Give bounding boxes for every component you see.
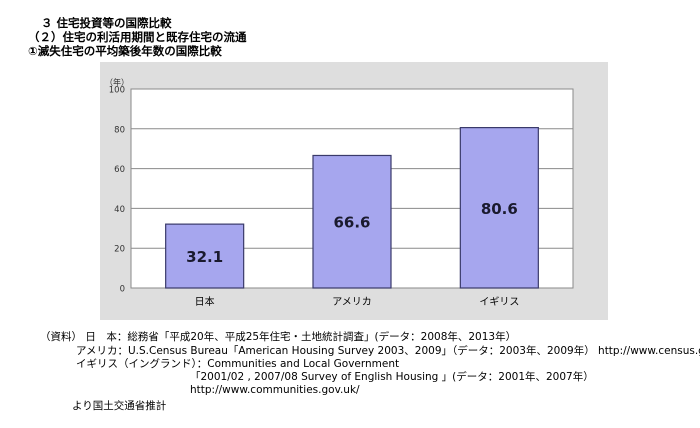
chart-title: ①滅失住宅の平均築後年数の国際比較 bbox=[28, 44, 222, 58]
x-tick-label: 日本 bbox=[195, 295, 215, 308]
y-tick-label: 100 bbox=[109, 86, 125, 96]
source-note-uk-survey: 「2001/02 , 2007/08 Survey of English Hou… bbox=[190, 371, 594, 383]
x-tick-label: アメリカ bbox=[332, 296, 372, 308]
data-label: 66.6 bbox=[333, 214, 370, 232]
y-tick-label: 80 bbox=[114, 125, 125, 135]
y-tick-label: 60 bbox=[114, 165, 125, 175]
source-note-estimate: より国土交通省推計 bbox=[72, 400, 167, 412]
bar bbox=[459, 127, 539, 289]
y-unit-label: （年） bbox=[105, 77, 129, 87]
bar bbox=[165, 223, 245, 289]
source-note-uk: イギリス（イングランド）：Communities and Local Gover… bbox=[76, 358, 400, 370]
section-title: ３ 住宅投資等の国際比較 bbox=[41, 16, 172, 30]
data-label: 32.1 bbox=[186, 248, 223, 266]
source-note-uk-url: http://www.communities.gov.uk/ bbox=[190, 384, 360, 396]
y-tick-label: 40 bbox=[114, 205, 125, 215]
data-label: 80.6 bbox=[481, 200, 518, 218]
source-note-usa: アメリカ：U.S.Census Bureau「American Housing … bbox=[76, 345, 700, 357]
source-note-japan: （資料） 日 本：総務省「平成20年、平成25年住宅・土地統計調査」(データ：2… bbox=[40, 331, 517, 343]
x-tick-label: イギリス bbox=[479, 296, 519, 308]
y-tick-label: 0 bbox=[120, 285, 125, 295]
y-tick-label: 20 bbox=[114, 245, 125, 255]
bar-chart: 0 20 40 60 80 100（年） 32.1 日本 66.6 アメリカ 80.6 イギリス bbox=[105, 77, 574, 308]
subsection-title: （２）住宅の利活用期間と既存住宅の流通 bbox=[28, 30, 247, 44]
bar bbox=[312, 154, 392, 289]
